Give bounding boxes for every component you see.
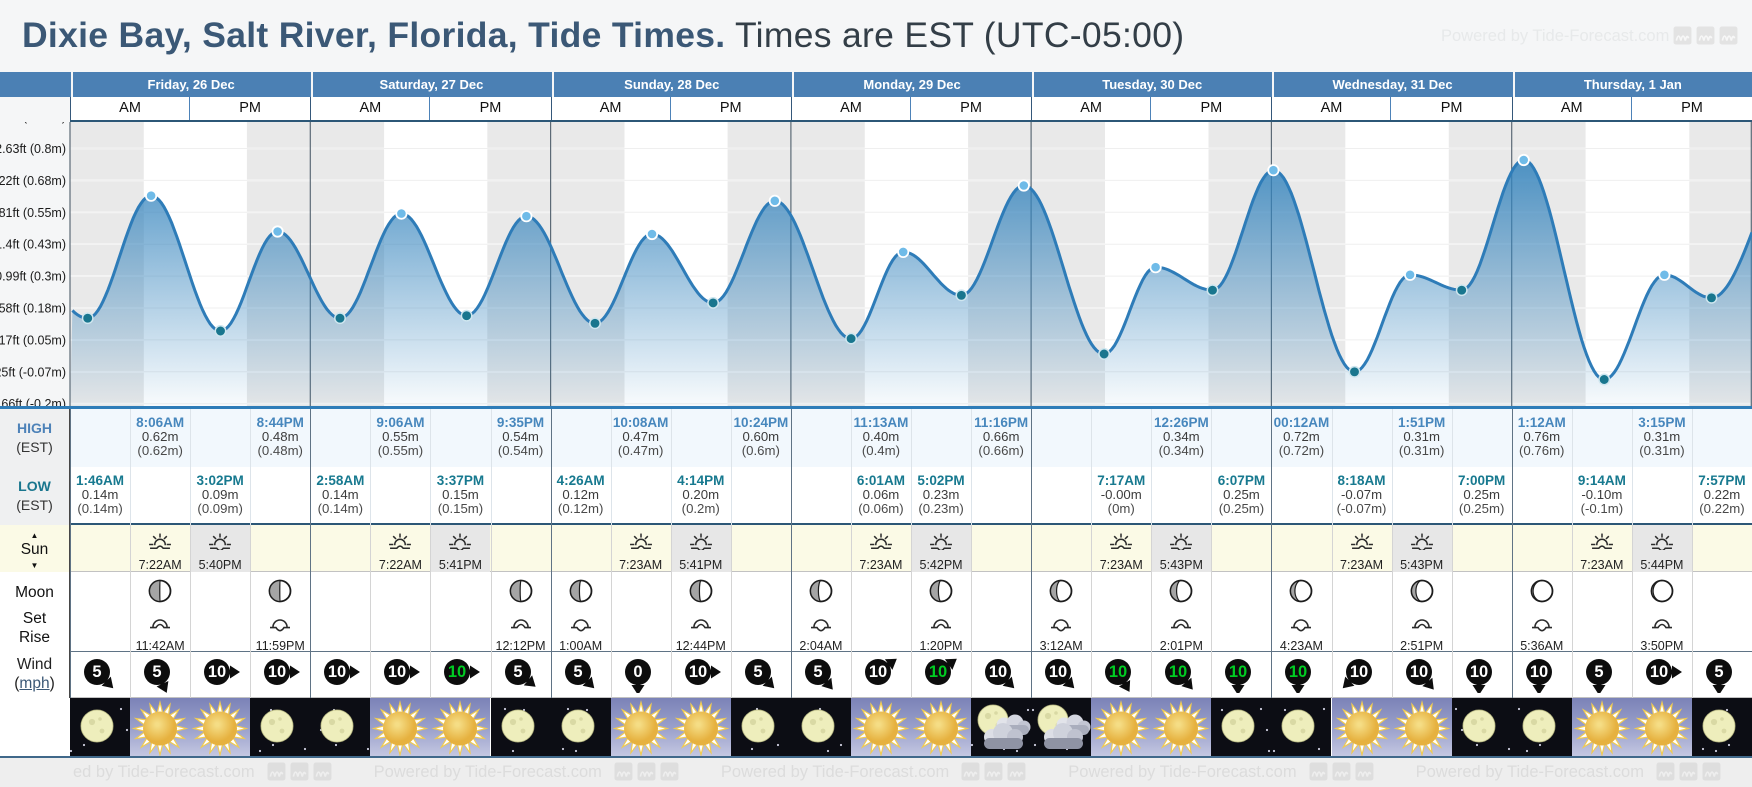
svg-text:10: 10	[208, 663, 226, 681]
svg-text:5: 5	[92, 663, 101, 681]
svg-text:10: 10	[1530, 663, 1548, 681]
svg-text:2.22ft (0.68m): 2.22ft (0.68m)	[0, 173, 66, 187]
svg-text:5: 5	[573, 663, 582, 681]
svg-text:10: 10	[929, 663, 947, 681]
svg-text:-0.25ft (-0.07m): -0.25ft (-0.07m)	[0, 365, 66, 379]
svg-text:10: 10	[1289, 663, 1307, 681]
svg-text:10: 10	[268, 663, 286, 681]
svg-text:5: 5	[813, 663, 822, 681]
svg-text:10: 10	[448, 663, 466, 681]
svg-text:10: 10	[689, 663, 707, 681]
svg-text:5: 5	[753, 663, 762, 681]
svg-text:10: 10	[388, 663, 406, 681]
svg-text:0.17ft (0.05m): 0.17ft (0.05m)	[0, 333, 66, 347]
svg-text:10: 10	[1169, 663, 1187, 681]
svg-text:10: 10	[1469, 663, 1487, 681]
svg-text:-0.66ft (-0.2m): -0.66ft (-0.2m)	[0, 397, 66, 406]
svg-text:0.58ft (0.18m): 0.58ft (0.18m)	[0, 301, 66, 315]
svg-text:10: 10	[1650, 663, 1668, 681]
svg-text:10: 10	[1229, 663, 1247, 681]
svg-text:1.4ft (0.43m): 1.4ft (0.43m)	[0, 237, 66, 251]
svg-text:5: 5	[1594, 663, 1603, 681]
svg-text:10: 10	[1349, 663, 1367, 681]
svg-text:0.99ft (0.3m): 0.99ft (0.3m)	[0, 269, 66, 283]
svg-text:10: 10	[1409, 663, 1427, 681]
svg-text:5: 5	[153, 663, 162, 681]
svg-text:10: 10	[989, 663, 1007, 681]
svg-text:10: 10	[869, 663, 887, 681]
svg-text:10: 10	[1049, 663, 1067, 681]
svg-text:2.63ft (0.8m): 2.63ft (0.8m)	[0, 142, 66, 156]
svg-text:1.81ft (0.55m): 1.81ft (0.55m)	[0, 205, 66, 219]
svg-text:10: 10	[328, 663, 346, 681]
svg-text:5: 5	[513, 663, 522, 681]
svg-text:10: 10	[1109, 663, 1127, 681]
svg-text:3.04ft (0.93m): 3.04ft (0.93m)	[0, 122, 66, 124]
svg-text:5: 5	[1714, 663, 1723, 681]
svg-text:0: 0	[633, 663, 642, 681]
